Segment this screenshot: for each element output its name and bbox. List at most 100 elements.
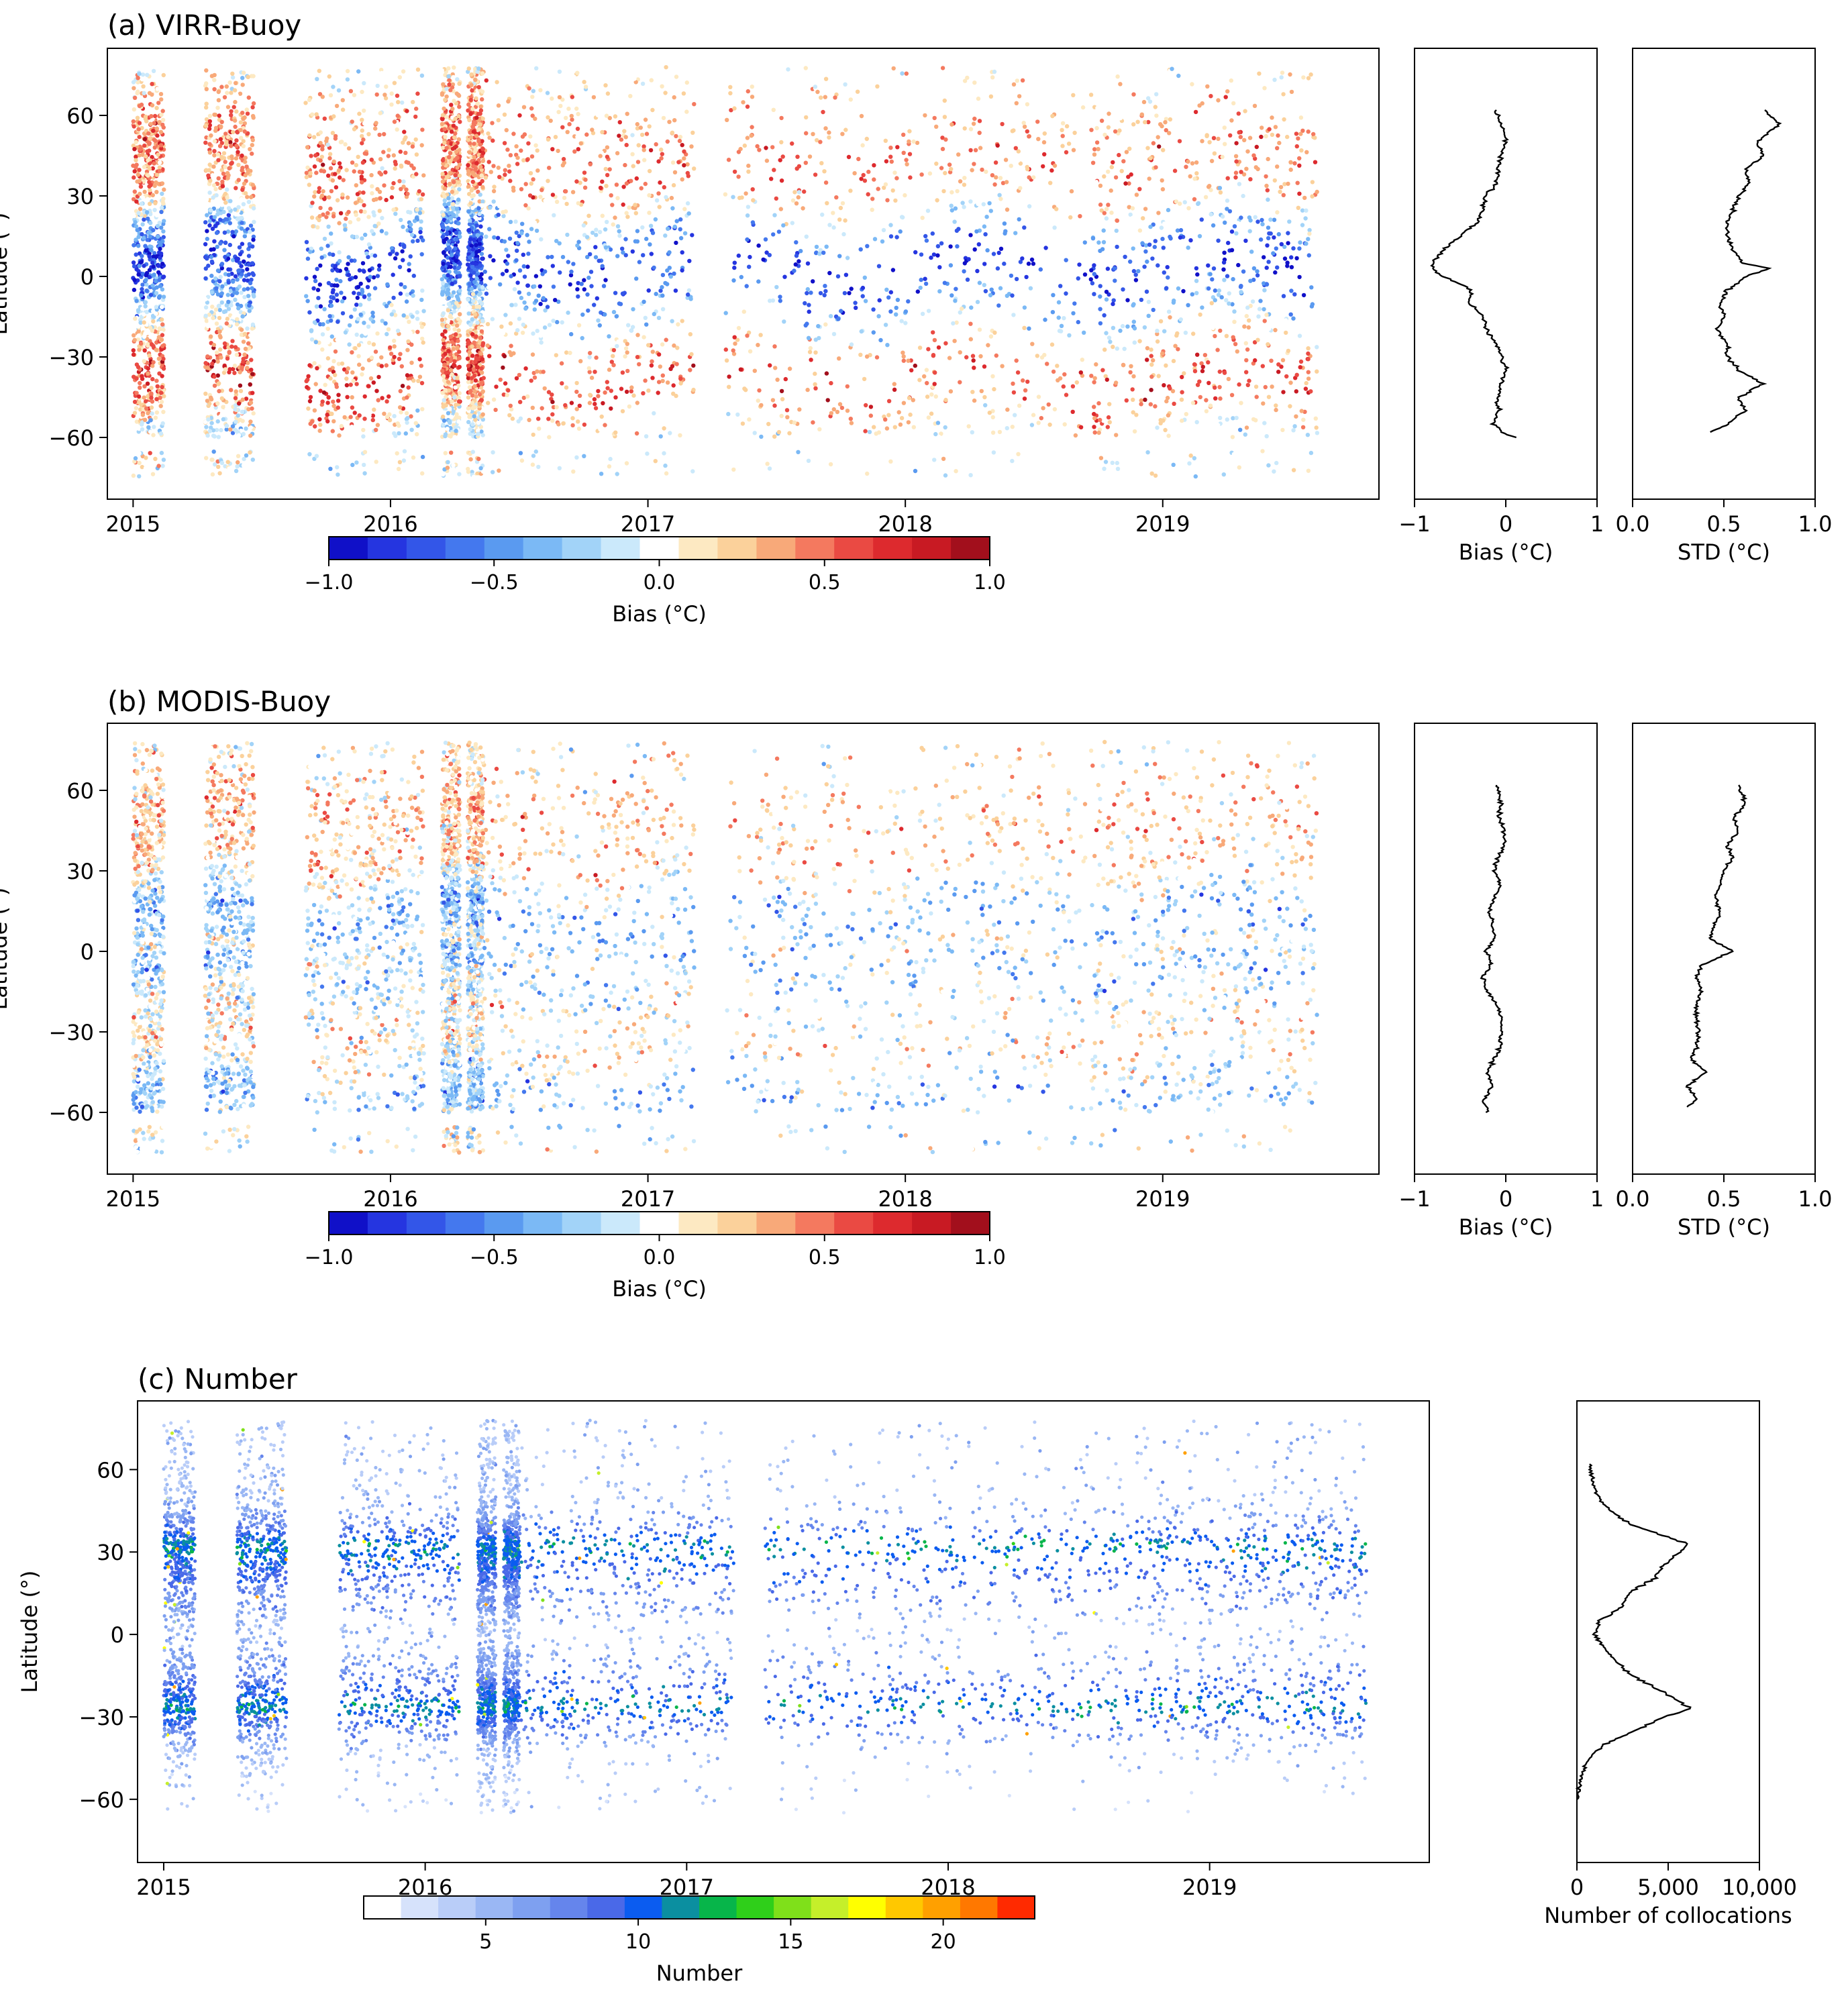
- a-scatter-point: [765, 158, 769, 162]
- a-scatter-point: [313, 275, 317, 279]
- a-scatter-point: [678, 433, 682, 437]
- a-scatter-point: [252, 411, 256, 415]
- a-scatter-point: [878, 338, 882, 342]
- a-scatter-point: [735, 421, 739, 425]
- a-scatter-point: [390, 195, 394, 199]
- a-scatter-point: [480, 199, 484, 203]
- a-scatter-point: [929, 392, 933, 397]
- a-scatter-point: [607, 108, 611, 112]
- a-scatter-point: [831, 225, 835, 229]
- a-scatter-point: [1106, 170, 1110, 174]
- a-scatter-point: [1027, 134, 1031, 138]
- a-scatter-point: [727, 158, 731, 162]
- a-scatter-point: [318, 206, 322, 210]
- a-scatter-point: [400, 101, 404, 105]
- a-scatter-point: [304, 276, 308, 280]
- a-scatter-point: [1213, 152, 1217, 156]
- a-scatter-point: [1200, 305, 1204, 309]
- a-scatter-point: [650, 252, 654, 256]
- a-scatter-point: [509, 321, 513, 325]
- a-scatter-point: [925, 395, 929, 399]
- a-scatter-point: [1139, 298, 1143, 302]
- a-scatter-point: [1272, 336, 1276, 340]
- a-scatter-point: [1139, 402, 1143, 406]
- a-scatter-point: [1255, 273, 1260, 277]
- a-scatter-point: [1015, 277, 1019, 281]
- a-scatter-point: [1211, 223, 1215, 227]
- a-scatter-point: [642, 205, 646, 209]
- a-scatter-point: [789, 119, 793, 123]
- a-scatter-point: [1276, 370, 1280, 374]
- a-scatter-point: [317, 69, 321, 73]
- a-scatter-point: [1247, 319, 1251, 323]
- a-scatter-point: [641, 391, 645, 395]
- a-scatter-point: [1213, 402, 1217, 406]
- a-scatter-point: [1050, 342, 1054, 346]
- a-scatter-point: [825, 371, 829, 375]
- a-scatter-point: [958, 311, 962, 315]
- a-scatter-point: [150, 364, 154, 368]
- a-scatter-point: [1243, 433, 1247, 437]
- a-scatter-point: [657, 316, 661, 320]
- a-scatter-point: [1128, 260, 1132, 264]
- a-scatter-point: [361, 428, 365, 432]
- a-scatter-point: [466, 76, 470, 81]
- a-scatter-point: [412, 274, 416, 278]
- a-scatter-point: [322, 307, 326, 311]
- a-scatter-point: [521, 323, 525, 327]
- a-scatter-point: [680, 319, 684, 323]
- a-scatter-point: [1222, 278, 1226, 282]
- a-scatter-point: [1092, 292, 1096, 296]
- a-scatter-point: [667, 120, 671, 124]
- a-scatter-point: [806, 287, 810, 291]
- a-scatter-point: [1042, 140, 1046, 144]
- a-scatter-point: [143, 354, 147, 358]
- a-scatter-point: [941, 189, 945, 193]
- a-scatter-point: [664, 65, 668, 69]
- a-scatter-point: [138, 207, 142, 211]
- a-scatter-point: [605, 220, 609, 224]
- a-scatter-point: [1012, 83, 1016, 87]
- a-scatter-point: [996, 144, 1000, 148]
- a-scatter-point: [307, 452, 311, 456]
- a-scatter-point: [1105, 216, 1109, 220]
- a-scatter-point: [972, 162, 976, 166]
- a-scatter-point: [334, 185, 338, 189]
- a-scatter-point: [508, 350, 512, 354]
- a-scatter-point: [411, 240, 415, 244]
- a-scatter-point: [403, 285, 407, 289]
- a-scatter-point: [1190, 161, 1194, 165]
- a-scatter-point: [327, 156, 331, 160]
- a-scatter-point: [1204, 409, 1209, 413]
- a-scatter-point: [376, 323, 380, 327]
- a-scatter-point: [398, 460, 402, 464]
- a-scatter-point: [595, 297, 599, 301]
- a-scatter-point: [962, 205, 966, 209]
- a-scatter-point: [625, 342, 629, 346]
- a-scatter-point: [1196, 201, 1200, 205]
- a-scatter-point: [659, 148, 663, 152]
- a-scatter-point: [775, 378, 779, 382]
- a-scatter-point: [550, 412, 554, 416]
- a-scatter-point: [420, 471, 424, 475]
- a-scatter-point: [1262, 288, 1266, 292]
- a-scatter-point: [865, 472, 869, 476]
- a-scatter-point: [395, 452, 399, 456]
- a-scatter-point: [675, 219, 679, 223]
- a-scatter-point: [1115, 245, 1119, 249]
- a-scatter-point: [384, 304, 389, 308]
- a-scatter-point: [685, 342, 689, 346]
- a-scatter-point: [532, 284, 536, 288]
- a-scatter-point: [900, 319, 904, 323]
- a-scatter-point: [362, 109, 366, 113]
- a-scatter-point: [372, 275, 376, 279]
- a-scatter-point: [144, 456, 148, 460]
- a-scatter-point: [846, 119, 850, 123]
- a-scatter-point: [507, 164, 511, 168]
- a-scatter-point: [247, 254, 251, 258]
- a-scatter-point: [674, 241, 678, 245]
- a-scatter-point: [538, 88, 542, 92]
- a-scatter-point: [550, 331, 554, 335]
- a-scatter-point: [1009, 274, 1013, 278]
- a-scatter-point: [313, 279, 317, 283]
